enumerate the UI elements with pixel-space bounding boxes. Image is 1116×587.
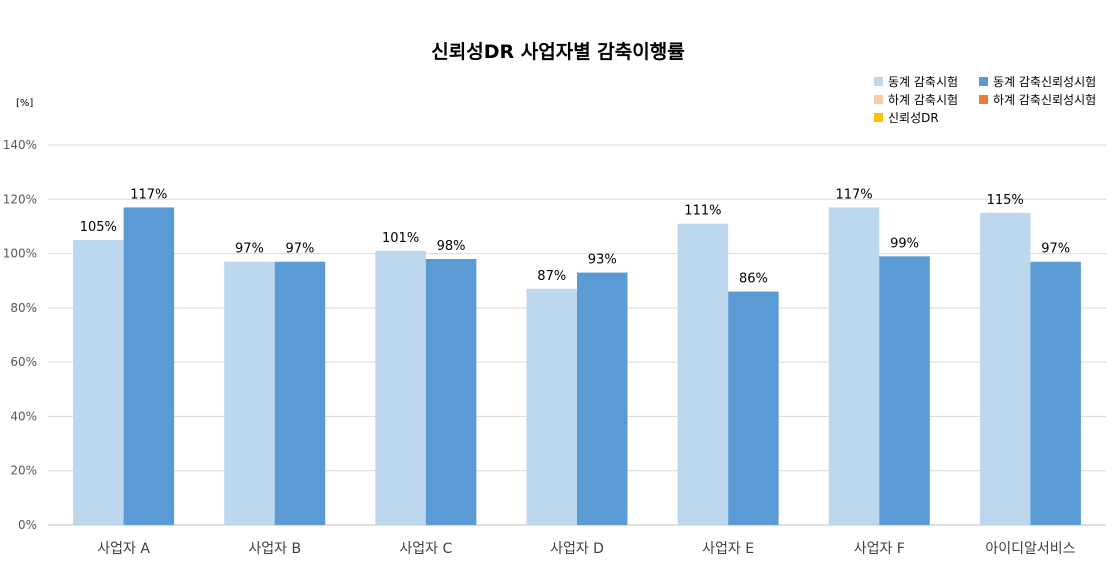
x-tick-label: 사업자 F	[854, 541, 905, 557]
bar	[274, 261, 326, 525]
bar	[425, 259, 477, 525]
bar	[677, 223, 729, 525]
data-label: 87%	[537, 269, 566, 284]
bar	[224, 261, 275, 525]
legend-item: 하계 감축시험	[874, 93, 958, 107]
legend-label: 동계 감축시험	[888, 75, 958, 89]
bar	[828, 207, 880, 525]
y-tick-label: 60%	[10, 355, 37, 369]
legend-item: 하계 감축신뢰성시험	[979, 93, 1096, 107]
legend-swatch	[979, 77, 988, 86]
y-tick-label: 40%	[10, 409, 37, 423]
legend-swatch	[874, 95, 883, 104]
x-tick-label: 사업자 E	[702, 541, 754, 557]
data-label: 97%	[1041, 242, 1070, 257]
data-label: 93%	[588, 253, 617, 268]
y-axis-ticks: 0% 20% 40% 60% 80% 100% 120% 140%	[3, 138, 37, 532]
data-label: 117%	[130, 187, 167, 202]
y-tick-label: 140%	[3, 138, 37, 152]
bar	[375, 250, 426, 525]
y-tick-label: 20%	[10, 464, 37, 478]
x-tick-label: 사업자 D	[550, 541, 604, 557]
legend-swatch	[979, 95, 988, 104]
legend-item: 신뢰성DR	[874, 111, 939, 125]
data-label: 99%	[890, 236, 919, 251]
chart-title: 신뢰성DR 사업자별 감축이행률	[431, 41, 684, 63]
legend-label: 동계 감축신뢰성시험	[993, 75, 1096, 89]
bar	[577, 272, 628, 525]
bar	[728, 291, 779, 525]
x-tick-label: 사업자 A	[97, 541, 150, 557]
y-tick-label: 100%	[3, 247, 37, 261]
data-label: 101%	[382, 231, 419, 246]
x-tick-label: 사업자 B	[248, 541, 301, 557]
legend-swatch	[874, 77, 883, 86]
legend-label: 하계 감축시험	[888, 93, 958, 107]
data-label: 105%	[80, 220, 117, 235]
data-label: 86%	[739, 272, 768, 287]
legend-item: 동계 감축신뢰성시험	[979, 75, 1096, 89]
y-tick-label: 80%	[10, 301, 37, 315]
x-axis-ticks: 사업자 A 사업자 B 사업자 C 사업자 D 사업자 E 사업자 F 아이디알서비스	[97, 541, 1075, 557]
legend-item: 동계 감축시험	[874, 75, 958, 89]
bars	[73, 207, 1081, 525]
bar	[526, 288, 577, 525]
x-tick-label: 아이디알서비스	[985, 541, 1075, 557]
legend-swatch	[874, 113, 883, 122]
data-labels: 105% 117% 97% 97% 101% 98% 87% 93% 111% 86% 117% 99…	[80, 187, 1070, 286]
bar	[1030, 261, 1081, 525]
data-label: 111%	[684, 204, 721, 219]
bar	[123, 207, 175, 525]
data-label: 115%	[987, 193, 1024, 208]
data-label: 97%	[235, 242, 264, 257]
y-axis-label: [%]	[16, 98, 33, 109]
y-tick-label: 0%	[18, 518, 37, 532]
legend-label: 하계 감축신뢰성시험	[993, 93, 1096, 107]
x-tick-label: 사업자 C	[399, 541, 452, 557]
legend-label: 신뢰성DR	[888, 111, 939, 125]
bar	[879, 256, 930, 525]
data-label: 117%	[835, 187, 872, 202]
data-label: 98%	[437, 239, 466, 254]
data-label: 97%	[286, 242, 315, 257]
y-tick-label: 120%	[3, 192, 37, 206]
bar	[979, 212, 1031, 525]
bar	[73, 240, 124, 525]
